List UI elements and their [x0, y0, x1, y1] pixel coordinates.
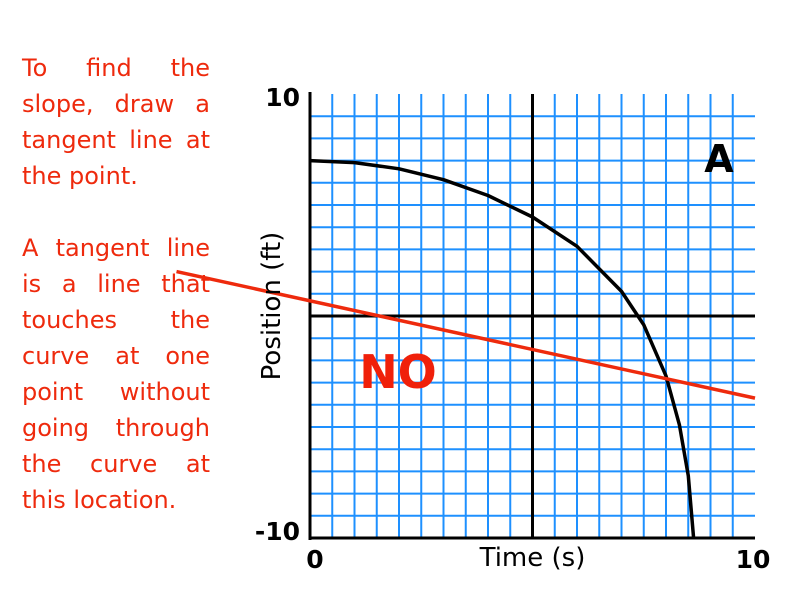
y-axis-label: Position (ft) — [257, 232, 287, 381]
x-axis-label: Time (s) — [479, 543, 586, 573]
x-tick-label-max: 10 — [736, 545, 771, 574]
series-layer — [176, 158, 756, 539]
y-tick-label-min: -10 — [255, 517, 300, 546]
non-tangent-line — [176, 269, 756, 400]
verdict-label: NO — [359, 345, 437, 399]
definition-text: A tangent line is a line that touches th… — [22, 234, 210, 514]
y-tick-label-max: 10 — [265, 83, 300, 112]
position-curve — [309, 158, 696, 539]
quadrant-label: A — [704, 137, 734, 181]
x-tick-label-min: 0 — [306, 545, 323, 574]
instruction-text: To find the slope, draw a tangent line a… — [22, 54, 210, 190]
